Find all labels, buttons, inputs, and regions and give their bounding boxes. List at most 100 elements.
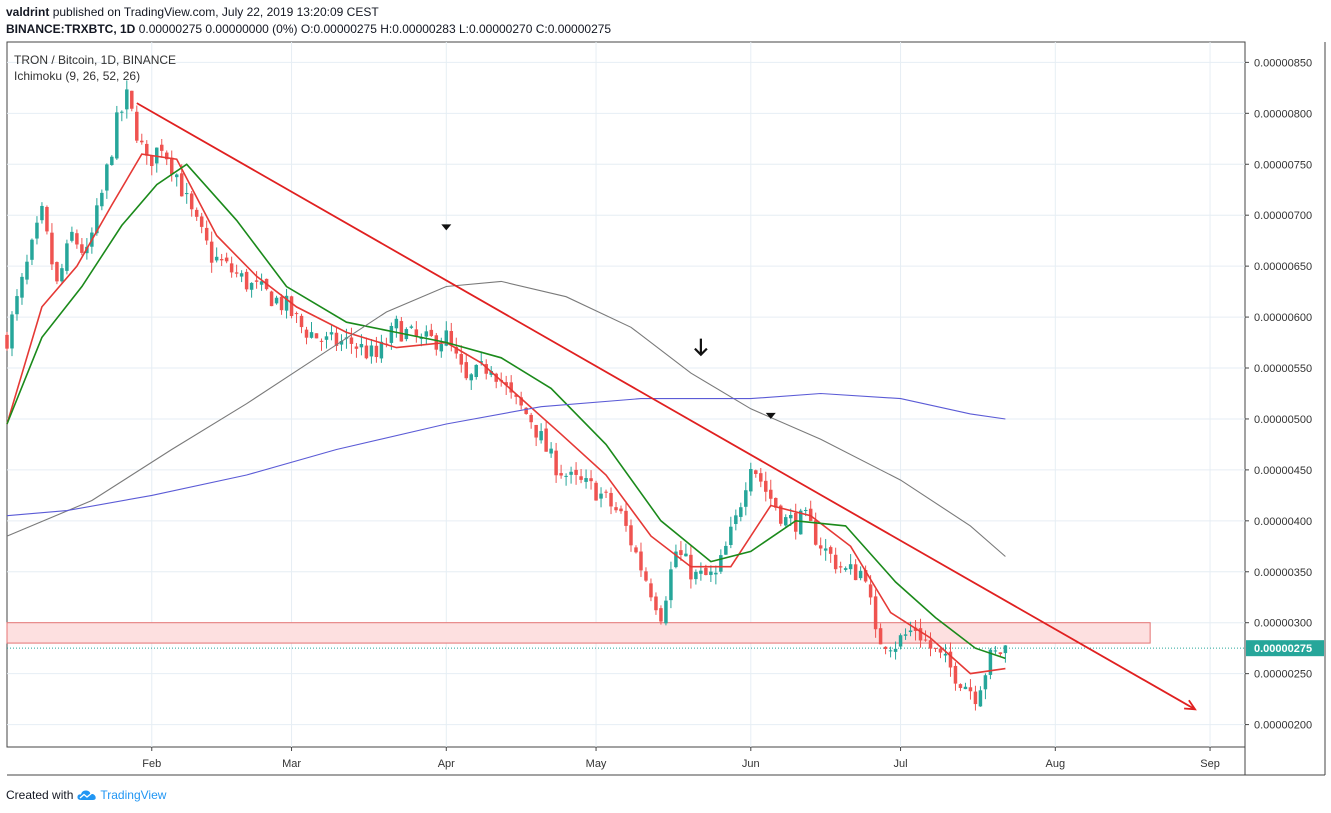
candle-body xyxy=(259,281,264,285)
tradingview-logo[interactable]: TradingView xyxy=(77,788,166,802)
candle xyxy=(160,138,164,158)
candle xyxy=(334,327,339,351)
candle xyxy=(699,562,703,581)
indicator-label: Ichimoku (9, 26, 52, 26) xyxy=(14,69,141,83)
candle-body xyxy=(838,566,843,568)
candle xyxy=(15,289,19,321)
candle xyxy=(848,554,853,575)
y-tick-label: 0.00000550 xyxy=(1254,363,1312,375)
chart-legend: TRON / Bitcoin, 1D, BINANCE Ichimoku (9,… xyxy=(14,52,176,84)
candle-body xyxy=(754,470,758,474)
candle-body xyxy=(140,140,144,143)
candle xyxy=(654,592,658,615)
candle xyxy=(554,442,558,483)
candle-body xyxy=(439,344,444,352)
candle xyxy=(35,216,39,245)
candle xyxy=(754,469,758,478)
candle-body xyxy=(674,551,678,568)
y-tick-label: 0.00000250 xyxy=(1254,669,1312,681)
candle-body xyxy=(204,227,209,241)
candle xyxy=(115,105,119,160)
candle-body xyxy=(294,313,299,315)
candle-body xyxy=(534,424,538,438)
candle xyxy=(863,565,868,583)
candle xyxy=(534,424,538,447)
candle-body xyxy=(20,276,24,298)
candle-body xyxy=(1003,645,1008,654)
candle xyxy=(634,545,638,554)
candle xyxy=(125,80,129,119)
candle xyxy=(649,578,653,602)
candle xyxy=(888,646,893,658)
candle-body xyxy=(389,325,394,343)
candle xyxy=(574,462,578,485)
candle xyxy=(749,462,753,496)
candle xyxy=(813,512,818,546)
candle xyxy=(274,295,279,305)
candle xyxy=(519,391,523,410)
candle xyxy=(189,190,194,217)
candle xyxy=(25,254,29,285)
candle-body xyxy=(399,321,404,342)
candle xyxy=(135,105,139,144)
candle xyxy=(544,420,548,452)
candle-body xyxy=(843,568,848,570)
candle-body xyxy=(958,684,963,688)
candle-body xyxy=(973,691,978,705)
candle xyxy=(764,471,768,502)
candle-body xyxy=(769,489,773,499)
candle xyxy=(694,569,698,585)
candle-body xyxy=(739,507,743,517)
candle-body xyxy=(509,382,513,393)
author-name[interactable]: valdrint xyxy=(6,5,50,19)
created-with-text: Created with xyxy=(6,788,74,802)
candle-body xyxy=(199,216,204,227)
candle xyxy=(354,343,359,358)
candle-body xyxy=(239,273,244,277)
candle-body xyxy=(898,635,903,647)
candle-body xyxy=(679,550,683,555)
candle xyxy=(524,407,528,415)
candle xyxy=(459,345,464,373)
candle xyxy=(569,466,573,484)
candle-body xyxy=(734,515,738,525)
candle-body xyxy=(334,332,339,346)
candle-body xyxy=(998,652,1003,655)
candle xyxy=(214,247,219,263)
candle xyxy=(644,567,648,582)
candle-body xyxy=(963,686,968,690)
candle-body xyxy=(65,243,69,271)
candle xyxy=(539,423,543,444)
candle-body xyxy=(793,513,798,532)
candle-body xyxy=(823,548,828,551)
candle xyxy=(304,326,309,345)
candle xyxy=(908,621,913,637)
candle-body xyxy=(634,547,638,553)
candle xyxy=(963,682,968,690)
candle xyxy=(120,110,124,122)
candle-body xyxy=(614,507,618,511)
candle-body xyxy=(544,428,548,452)
candle-body xyxy=(594,482,598,501)
candle xyxy=(853,559,858,581)
candle xyxy=(559,464,563,479)
candle xyxy=(80,238,84,256)
candle-body xyxy=(938,648,943,653)
candle xyxy=(105,163,109,199)
candle-body xyxy=(244,271,249,290)
candle xyxy=(968,679,973,700)
candle xyxy=(684,543,688,557)
candle-body xyxy=(444,330,449,346)
candle xyxy=(709,565,713,582)
arrow-head xyxy=(694,347,708,357)
candle xyxy=(664,596,668,626)
candle-body xyxy=(719,555,723,572)
candle-body xyxy=(25,261,29,280)
candle xyxy=(414,321,419,343)
candle xyxy=(973,685,978,711)
candle-body xyxy=(100,192,104,207)
y-tick-label: 0.00000850 xyxy=(1254,57,1312,69)
candle xyxy=(674,544,678,569)
candle-body xyxy=(474,364,478,378)
